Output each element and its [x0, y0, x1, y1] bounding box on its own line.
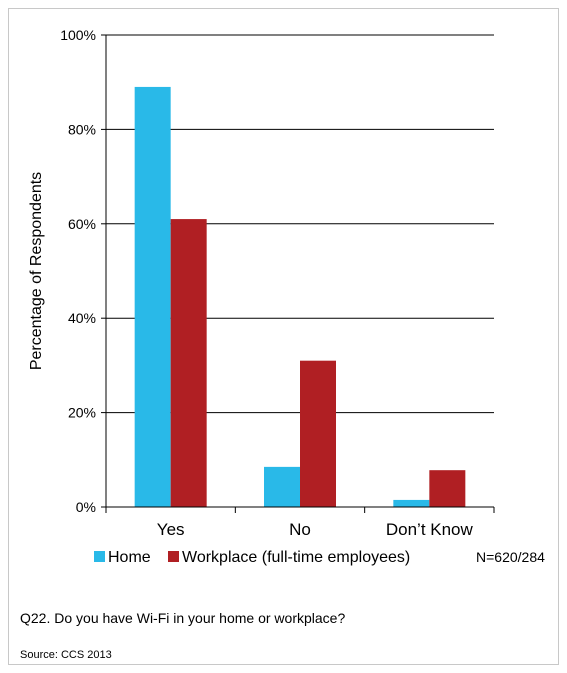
x-tick-label-no: No [289, 520, 311, 539]
y-tick-label-80: 80% [68, 121, 96, 137]
legend: Home Workplace (full-time employees) N=6… [94, 549, 545, 566]
bar-home-don-t-know [393, 499, 430, 507]
legend-swatch-workplace [168, 551, 179, 562]
bar-home-no [264, 466, 300, 507]
y-axis-title: Percentage of Respondents [28, 172, 45, 370]
legend-label-workplace: Workplace (full-time employees) [182, 549, 410, 566]
chart-frame [8, 8, 559, 665]
bar-home-yes [134, 86, 171, 508]
bar-chart: 0% 20% 40% 60% 80% 100% Yes No Don’t Know Perce… [28, 27, 545, 566]
y-axis-ticks: 0% 20% 40% 60% 80% 100% [60, 27, 106, 515]
legend-swatch-home [94, 551, 105, 562]
sample-size-note: N=620/284 [476, 549, 545, 565]
y-tick-label-0: 0% [76, 499, 96, 515]
legend-label-home: Home [108, 549, 151, 566]
bar-workplace-yes [170, 219, 207, 507]
y-tick-label-40: 40% [68, 310, 96, 326]
y-tick-label-100: 100% [60, 27, 96, 43]
y-tick-label-20: 20% [68, 405, 96, 421]
x-axis-ticks: Yes No Don’t Know [105, 506, 495, 539]
x-tick-label-yes: Yes [157, 520, 185, 539]
bar-workplace-no [300, 360, 336, 507]
bars [134, 86, 466, 508]
source-note: Source: CCS 2013 [20, 649, 112, 661]
bar-workplace-don-t-know [429, 470, 466, 507]
survey-question: Q22. Do you have Wi-Fi in your home or w… [20, 610, 346, 626]
y-tick-label-60: 60% [68, 216, 96, 232]
x-tick-label-don-t-know: Don’t Know [386, 520, 474, 539]
